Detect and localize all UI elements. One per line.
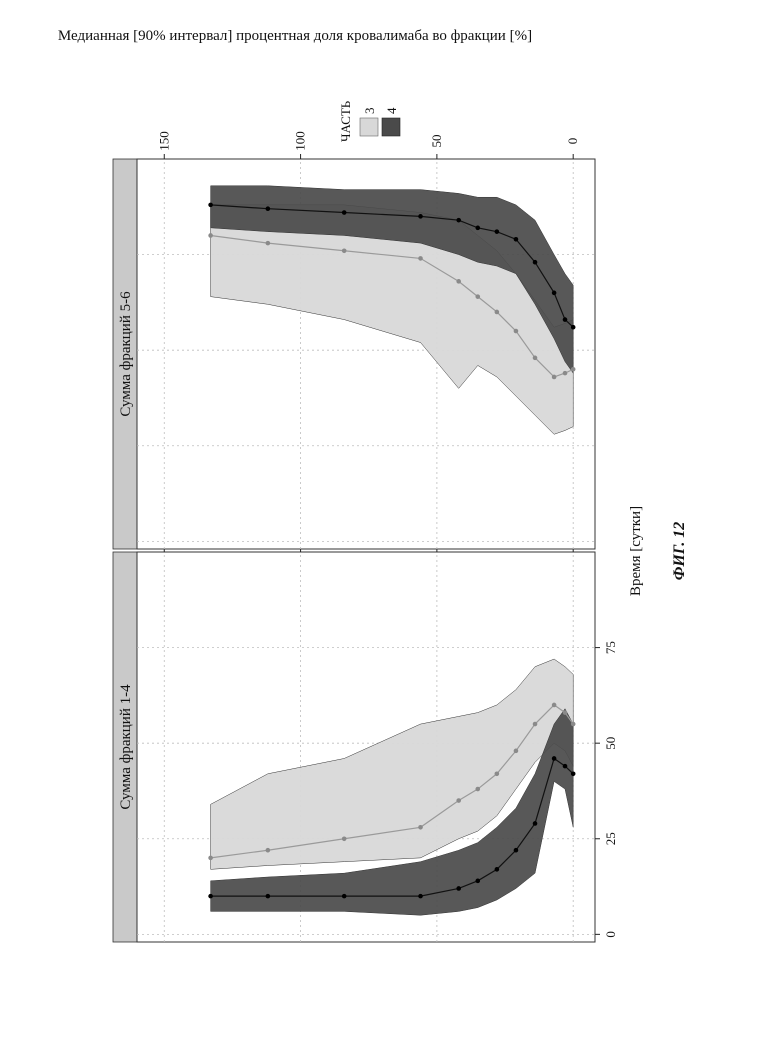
median-point-series-3 bbox=[266, 848, 271, 853]
y-tick-label: 25 bbox=[603, 832, 618, 845]
x-tick-label: 100 bbox=[293, 131, 308, 151]
median-point-series-4 bbox=[342, 210, 347, 215]
median-point-series-4 bbox=[563, 317, 568, 322]
panel-title: Сумма фракций 5-6 bbox=[118, 291, 134, 417]
median-point-series-3 bbox=[475, 787, 480, 792]
median-point-series-3 bbox=[208, 856, 213, 861]
legend: ЧАСТЬ 3 4 bbox=[338, 100, 400, 142]
median-point-series-4 bbox=[418, 214, 423, 219]
median-point-series-4 bbox=[456, 886, 461, 891]
median-point-series-3 bbox=[514, 329, 519, 334]
median-point-series-4 bbox=[208, 894, 213, 899]
median-point-series-3 bbox=[266, 241, 271, 246]
legend-label-4: 4 bbox=[384, 107, 399, 114]
median-point-series-3 bbox=[456, 279, 461, 284]
figure-caption: ФИГ. 12 bbox=[671, 522, 688, 581]
panel-title: Сумма фракций 1-4 bbox=[118, 684, 134, 810]
median-point-series-4 bbox=[495, 867, 500, 872]
median-point-series-3 bbox=[418, 256, 423, 261]
median-point-series-4 bbox=[514, 848, 519, 853]
panel-fractions-1-4: Сумма фракций 1-4 050100150 0255075 bbox=[113, 524, 618, 942]
legend-label-3: 3 bbox=[362, 108, 377, 115]
y-tick-label: 75 bbox=[603, 641, 618, 654]
y-axis-label: Медианная [90% интервал] процентная доля… bbox=[58, 28, 532, 44]
x-tick-label: 0 bbox=[565, 138, 580, 145]
median-point-series-3 bbox=[495, 310, 500, 315]
median-point-series-3 bbox=[563, 371, 568, 376]
median-point-series-3 bbox=[552, 703, 557, 708]
median-point-series-3 bbox=[552, 375, 557, 380]
median-point-series-4 bbox=[266, 206, 271, 211]
x-tick-label: 150 bbox=[156, 131, 171, 151]
legend-swatch-4 bbox=[382, 118, 400, 136]
y-tick-label: 50 bbox=[603, 737, 618, 750]
median-point-series-3 bbox=[571, 367, 576, 372]
median-point-series-3 bbox=[342, 836, 347, 841]
median-point-series-3 bbox=[418, 825, 423, 830]
median-point-series-3 bbox=[495, 771, 500, 776]
x-tick-label: 50 bbox=[429, 135, 444, 148]
panel-fractions-5-6: Сумма фракций 5-6 0 50 100 150 bbox=[113, 131, 595, 549]
median-point-series-4 bbox=[456, 218, 461, 223]
median-point-series-4 bbox=[552, 756, 557, 761]
median-point-series-4 bbox=[563, 764, 568, 769]
median-point-series-3 bbox=[571, 722, 576, 727]
median-point-series-4 bbox=[552, 291, 557, 296]
median-point-series-4 bbox=[475, 879, 480, 884]
median-point-series-4 bbox=[571, 325, 576, 330]
median-point-series-4 bbox=[533, 821, 538, 826]
median-point-series-4 bbox=[514, 237, 519, 242]
legend-swatch-3 bbox=[360, 118, 378, 136]
median-point-series-4 bbox=[418, 894, 423, 899]
median-point-series-3 bbox=[342, 248, 347, 253]
median-point-series-3 bbox=[533, 722, 538, 727]
median-point-series-4 bbox=[266, 894, 271, 899]
median-point-series-4 bbox=[342, 894, 347, 899]
x-axis-label: Время [сутки] bbox=[628, 506, 644, 596]
median-point-series-3 bbox=[514, 749, 519, 754]
median-point-series-3 bbox=[533, 356, 538, 361]
median-point-series-3 bbox=[563, 710, 568, 715]
median-point-series-3 bbox=[456, 798, 461, 803]
rotated-page: Сумма фракций 1-4 0 50 100 150 0 25 50 75 Сумм… bbox=[58, 28, 688, 942]
y-axis: 0 25 50 75 bbox=[595, 641, 618, 938]
median-point-series-3 bbox=[475, 294, 480, 299]
median-point-series-4 bbox=[571, 771, 576, 776]
median-point-series-4 bbox=[475, 226, 480, 231]
median-point-series-3 bbox=[208, 233, 213, 238]
y-tick-label: 0 bbox=[603, 931, 618, 938]
median-point-series-4 bbox=[208, 203, 213, 208]
legend-title: ЧАСТЬ bbox=[338, 100, 353, 142]
median-point-series-4 bbox=[495, 229, 500, 234]
median-point-series-4 bbox=[533, 260, 538, 265]
